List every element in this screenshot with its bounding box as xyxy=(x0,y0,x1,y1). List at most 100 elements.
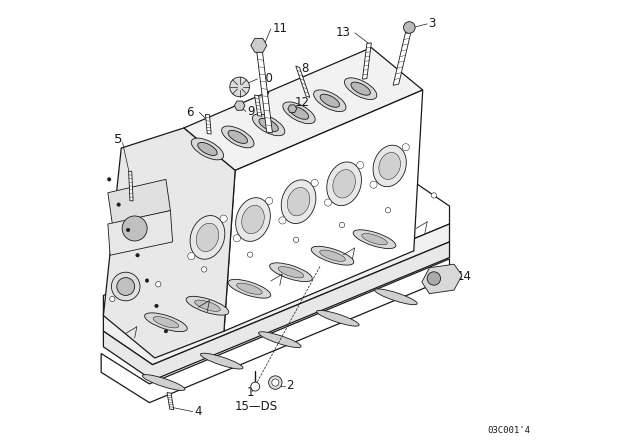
Ellipse shape xyxy=(186,296,228,315)
Circle shape xyxy=(220,215,227,222)
Ellipse shape xyxy=(327,162,362,206)
Ellipse shape xyxy=(269,263,312,282)
Circle shape xyxy=(108,177,111,181)
Circle shape xyxy=(111,272,140,301)
Circle shape xyxy=(370,181,377,188)
Text: 4: 4 xyxy=(194,405,202,418)
Circle shape xyxy=(109,296,115,302)
Polygon shape xyxy=(255,95,262,116)
Ellipse shape xyxy=(237,283,262,294)
Polygon shape xyxy=(288,105,297,112)
Polygon shape xyxy=(393,27,412,85)
Polygon shape xyxy=(251,39,267,52)
Circle shape xyxy=(356,161,364,168)
Ellipse shape xyxy=(320,94,340,107)
Text: 15—DS: 15—DS xyxy=(235,400,278,413)
Ellipse shape xyxy=(333,170,355,198)
Polygon shape xyxy=(108,179,170,224)
Circle shape xyxy=(266,197,273,204)
Ellipse shape xyxy=(236,198,270,241)
Circle shape xyxy=(339,222,345,228)
Ellipse shape xyxy=(320,250,346,261)
Ellipse shape xyxy=(278,267,304,278)
Text: 1: 1 xyxy=(247,386,255,399)
Circle shape xyxy=(116,278,134,296)
Circle shape xyxy=(234,235,241,242)
Polygon shape xyxy=(104,128,235,358)
Ellipse shape xyxy=(190,215,225,259)
Ellipse shape xyxy=(143,375,185,391)
Circle shape xyxy=(269,376,282,389)
Ellipse shape xyxy=(362,233,387,245)
Ellipse shape xyxy=(287,187,310,216)
Ellipse shape xyxy=(259,332,301,348)
Polygon shape xyxy=(256,45,273,133)
Circle shape xyxy=(164,329,168,333)
Text: 03C001'4: 03C001'4 xyxy=(487,426,530,435)
Ellipse shape xyxy=(289,106,308,119)
Text: 13: 13 xyxy=(335,26,350,39)
Polygon shape xyxy=(234,101,245,110)
Circle shape xyxy=(431,193,436,198)
Circle shape xyxy=(202,267,207,272)
Polygon shape xyxy=(101,259,449,403)
Circle shape xyxy=(311,179,318,186)
Text: 7: 7 xyxy=(263,90,270,103)
Text: 5: 5 xyxy=(114,133,122,146)
Circle shape xyxy=(155,304,158,308)
Circle shape xyxy=(145,279,148,282)
Ellipse shape xyxy=(145,313,188,332)
Text: 6: 6 xyxy=(186,106,194,119)
Ellipse shape xyxy=(351,82,371,95)
Polygon shape xyxy=(104,172,449,347)
Ellipse shape xyxy=(228,280,271,298)
Polygon shape xyxy=(224,90,423,331)
Polygon shape xyxy=(129,171,133,201)
Circle shape xyxy=(136,254,140,257)
Ellipse shape xyxy=(373,145,406,187)
Ellipse shape xyxy=(259,118,278,131)
Circle shape xyxy=(385,207,390,213)
Ellipse shape xyxy=(196,223,219,252)
Circle shape xyxy=(279,217,286,224)
Circle shape xyxy=(248,252,253,257)
Polygon shape xyxy=(296,66,310,97)
Ellipse shape xyxy=(353,230,396,249)
Ellipse shape xyxy=(281,180,316,224)
Ellipse shape xyxy=(198,142,217,155)
Text: 12: 12 xyxy=(295,96,310,109)
Circle shape xyxy=(324,199,332,206)
Text: 3: 3 xyxy=(429,17,436,30)
Ellipse shape xyxy=(344,78,377,99)
Circle shape xyxy=(403,22,415,33)
Polygon shape xyxy=(167,392,173,409)
Circle shape xyxy=(427,272,440,285)
Ellipse shape xyxy=(195,300,220,311)
Polygon shape xyxy=(104,242,449,380)
Text: 8: 8 xyxy=(301,62,308,75)
Ellipse shape xyxy=(200,353,243,369)
Circle shape xyxy=(156,281,161,287)
Circle shape xyxy=(126,228,130,232)
Ellipse shape xyxy=(311,246,354,265)
Circle shape xyxy=(293,237,299,242)
Ellipse shape xyxy=(228,130,248,143)
Ellipse shape xyxy=(317,310,359,326)
Circle shape xyxy=(402,144,410,151)
Ellipse shape xyxy=(252,114,285,136)
Circle shape xyxy=(117,203,120,207)
Ellipse shape xyxy=(379,152,401,180)
Polygon shape xyxy=(184,47,423,170)
Ellipse shape xyxy=(314,90,346,112)
Circle shape xyxy=(116,210,154,247)
Ellipse shape xyxy=(374,289,417,305)
Ellipse shape xyxy=(242,205,264,234)
Text: 9: 9 xyxy=(247,105,254,118)
Circle shape xyxy=(230,77,250,97)
Text: 14: 14 xyxy=(456,270,471,283)
Polygon shape xyxy=(362,43,371,79)
Ellipse shape xyxy=(221,126,254,148)
Circle shape xyxy=(272,379,279,386)
Ellipse shape xyxy=(283,102,316,124)
Ellipse shape xyxy=(153,317,179,328)
